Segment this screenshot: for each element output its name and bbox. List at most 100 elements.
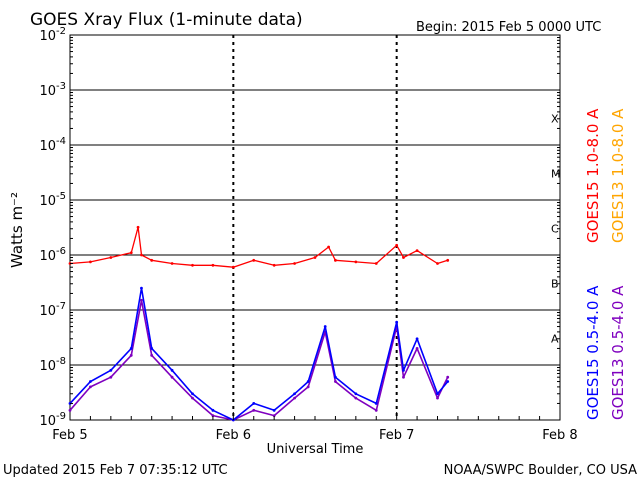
- x-tick-label: Feb 8: [542, 428, 577, 443]
- data-point: [415, 249, 419, 253]
- data-point: [211, 414, 215, 418]
- begin-label: Begin: 2015 Feb 5 0000 UTC: [416, 20, 601, 35]
- legend-goes13-long: GOES13 1.0-8.0 A: [609, 108, 627, 243]
- data-point: [109, 256, 113, 259]
- data-point: [415, 337, 419, 341]
- data-point: [354, 392, 358, 396]
- x-axis-title: Universal Time: [267, 442, 364, 457]
- data-point: [89, 380, 92, 383]
- data-point: [446, 375, 450, 379]
- data-point: [374, 408, 378, 412]
- data-point: [170, 375, 174, 379]
- data-point: [129, 353, 133, 357]
- data-point: [136, 225, 140, 229]
- y-tick-label: 10-7: [39, 301, 66, 319]
- y-tick-label: 10-8: [39, 356, 66, 374]
- data-point: [252, 402, 256, 405]
- data-point: [272, 408, 276, 412]
- x-tick-label: Feb 7: [379, 428, 414, 443]
- data-point: [374, 262, 378, 265]
- flare-class-label: C: [551, 223, 559, 236]
- y-tick-label: 10-4: [39, 136, 66, 154]
- data-point: [323, 325, 327, 328]
- grid: [70, 35, 560, 420]
- data-point: [446, 258, 450, 262]
- data-point: [170, 262, 174, 265]
- data-point: [252, 258, 256, 262]
- data-point: [306, 385, 310, 389]
- data-point: [293, 396, 296, 400]
- data-point: [402, 368, 405, 372]
- data-point: [252, 408, 256, 412]
- data-point: [150, 353, 154, 357]
- flare-class-label: X: [551, 113, 559, 126]
- x-tick-label: Feb 6: [216, 428, 251, 443]
- data-point: [327, 245, 331, 249]
- legend-goes15-short: GOES15 0.5-4.0 A: [584, 285, 602, 420]
- y-axis-title: Watts m⁻²: [8, 192, 26, 268]
- data-point: [334, 380, 337, 383]
- data-point: [436, 392, 439, 396]
- x-axis: Feb 5 Feb 6 Feb 7 Feb 8: [52, 412, 578, 443]
- data-point: [150, 347, 154, 350]
- data-point: [334, 375, 337, 379]
- data-point: [374, 402, 378, 405]
- x-tick-label: Feb 5: [52, 428, 87, 443]
- data-point: [306, 380, 310, 383]
- flare-class-labels: A B C M X: [551, 113, 561, 346]
- data-point: [436, 262, 439, 265]
- legend-goes13-short: GOES13 0.5-4.0 A: [609, 285, 627, 420]
- y-tick-label: 10-5: [39, 191, 66, 209]
- data-point: [211, 263, 215, 267]
- legend: GOES15 1.0-8.0 A GOES13 1.0-8.0 A GOES15…: [584, 108, 627, 420]
- data-point: [272, 414, 276, 418]
- y-tick-label: 10-6: [39, 246, 66, 264]
- data-point: [293, 392, 296, 396]
- data-point: [231, 265, 235, 269]
- legend-goes15-long: GOES15 1.0-8.0 A: [584, 108, 602, 243]
- data-point: [436, 396, 439, 400]
- data-point: [140, 253, 143, 257]
- data-point: [293, 262, 296, 265]
- data-point: [129, 251, 133, 255]
- y-tick-label: 10-3: [39, 81, 66, 99]
- flare-class-label: M: [551, 168, 561, 181]
- data-point: [354, 260, 358, 264]
- y-tick-label: 10-9: [39, 411, 66, 429]
- series-line: [69, 287, 449, 421]
- updated-label: Updated 2015 Feb 7 07:35:12 UTC: [3, 463, 228, 478]
- data-point: [334, 258, 337, 262]
- data-point: [140, 298, 143, 302]
- flare-class-label: B: [551, 278, 559, 291]
- data-point: [109, 368, 113, 372]
- data-point: [191, 396, 194, 400]
- data-point: [68, 408, 72, 412]
- y-tick-label: 10-2: [39, 26, 66, 44]
- series-line: [69, 226, 448, 268]
- data-point: [272, 263, 276, 267]
- data-point: [170, 368, 174, 372]
- y-axis: 10-9 10-8 10-7 10-6 10-5 10-4 10-3 10-2: [39, 26, 560, 429]
- data-point: [191, 263, 194, 267]
- credit-label: NOAA/SWPC Boulder, CO USA: [444, 463, 637, 478]
- data-point: [402, 375, 405, 379]
- chart-title: GOES Xray Flux (1-minute data): [30, 10, 303, 30]
- series-line: [69, 299, 449, 421]
- data-point: [129, 347, 133, 350]
- series-group: [68, 225, 450, 422]
- data-point: [313, 256, 317, 259]
- data-point: [446, 380, 450, 383]
- data-point: [395, 243, 399, 247]
- data-point: [395, 320, 399, 324]
- flare-class-label: A: [551, 333, 559, 346]
- data-point: [140, 286, 143, 290]
- data-point: [211, 408, 215, 412]
- data-point: [191, 392, 194, 396]
- data-point: [150, 258, 154, 262]
- data-point: [109, 375, 113, 379]
- data-point: [89, 385, 92, 389]
- data-point: [89, 260, 92, 264]
- data-point: [402, 256, 405, 259]
- data-point: [415, 347, 419, 350]
